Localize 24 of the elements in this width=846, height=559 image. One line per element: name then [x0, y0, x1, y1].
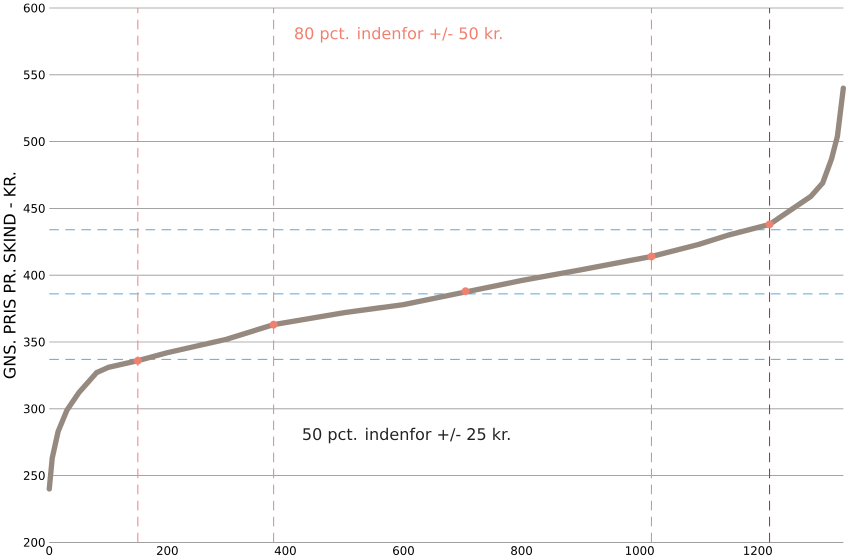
y-tick-label: 550 — [24, 70, 45, 80]
point — [134, 356, 142, 365]
x-tick-label: 400 — [274, 546, 296, 556]
x-tick-label: 0 — [46, 546, 52, 556]
y-tick-label: 500 — [24, 137, 45, 146]
y-tick-label: 250 — [24, 471, 45, 480]
point — [462, 287, 470, 296]
y-tick-label: 200 — [24, 538, 45, 548]
x-tick-label: 600 — [393, 546, 414, 556]
y-tick-label: 400 — [24, 270, 45, 280]
point — [766, 220, 774, 229]
y-tick-label: 350 — [24, 338, 45, 347]
annotation: 50 pct. indenfor +/- 25 kr. — [303, 428, 510, 444]
x-tick-label: 800 — [511, 546, 532, 556]
y-tick-label: 300 — [24, 404, 45, 414]
annotation: 80 pct. indenfor +/- 50 kr. — [295, 27, 502, 43]
x-tick-label: 200 — [156, 546, 178, 556]
y-tick-label: 600 — [24, 4, 45, 13]
x-tick-label: 1000 — [626, 546, 654, 556]
point — [648, 252, 656, 261]
x-tick-label: 1200 — [744, 546, 772, 556]
point — [270, 320, 278, 329]
y-axis-title: GNS. PRIS PR. SKIND - KR. — [4, 173, 16, 378]
y-tick-label: 450 — [24, 204, 45, 214]
